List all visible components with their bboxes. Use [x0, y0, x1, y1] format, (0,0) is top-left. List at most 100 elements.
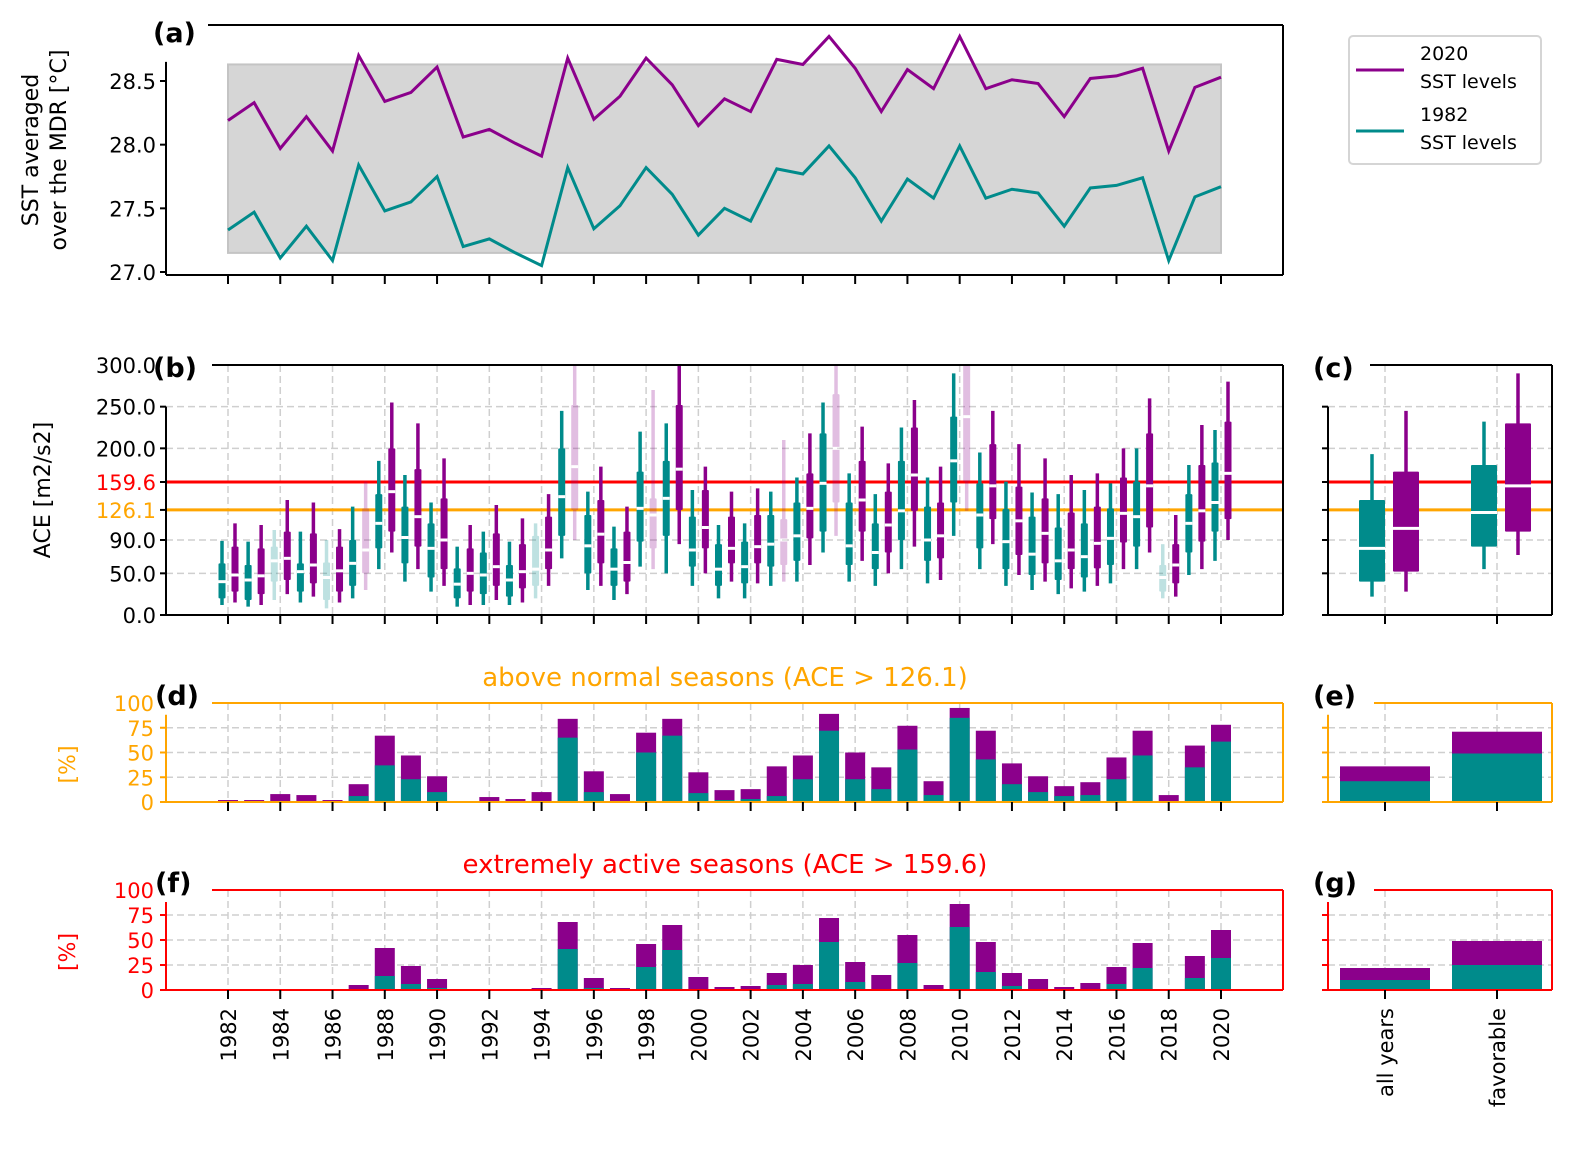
box-1982-sst — [375, 460, 383, 570]
panel-e: (e) — [1313, 681, 1553, 811]
box-iqr — [1471, 465, 1497, 547]
box-iqr — [701, 490, 709, 549]
legend: 2020 SST levels 1982 SST levels — [1348, 35, 1542, 165]
x-tick-label: 1988 — [374, 1008, 398, 1061]
y-tick-label: 159.6 — [96, 471, 156, 495]
box-iqr — [257, 548, 265, 595]
box-2020-sst — [1015, 444, 1023, 575]
bar-1982-sst — [1001, 784, 1022, 802]
box-iqr — [479, 552, 487, 595]
bar-2020-sst — [1054, 987, 1075, 990]
box-1982-sst — [610, 526, 618, 600]
box-iqr — [924, 506, 932, 561]
box-2020-sst — [884, 463, 892, 574]
box-iqr — [1198, 465, 1206, 542]
box-1982-sst — [1106, 483, 1114, 584]
box-2020-sst — [910, 400, 918, 547]
box-2020-sst — [989, 410, 997, 545]
box-2020-sst — [1146, 398, 1154, 553]
bar-1982-sst — [975, 972, 996, 990]
box-1982-sst — [270, 530, 278, 600]
bar-2020-sst — [714, 987, 735, 990]
y-tick-label: 25 — [127, 766, 154, 790]
y-tick-label: 126.1 — [96, 499, 156, 523]
bar-1982-sst — [819, 942, 840, 990]
y-tick-label: 100 — [114, 692, 154, 716]
bar-1982-sst — [400, 984, 421, 990]
bar-2020-sst — [348, 985, 369, 990]
box-iqr — [362, 508, 370, 574]
box-2020-sst — [1393, 410, 1419, 592]
box-1982-sst — [1159, 544, 1167, 599]
x-tick-label: 2006 — [844, 1008, 868, 1061]
box-2020-sst — [1172, 515, 1180, 597]
bar-1982-sst — [1452, 965, 1542, 990]
box-iqr — [871, 523, 879, 570]
box-2020-sst — [1093, 473, 1101, 586]
box-iqr — [518, 544, 526, 589]
box-iqr — [754, 515, 762, 564]
box-iqr — [897, 460, 905, 540]
box-1982-sst — [1028, 492, 1036, 590]
legend-label: 1982 — [1420, 104, 1468, 126]
box-iqr — [728, 516, 735, 564]
box-iqr — [414, 469, 422, 547]
y-tick-label: 50 — [127, 929, 154, 953]
panel-label-c: (c) — [1313, 353, 1354, 384]
bar-1982-sst — [1340, 781, 1430, 802]
bar-1982-sst — [923, 795, 944, 802]
bar-2020-sst — [296, 795, 317, 802]
box-iqr — [1119, 477, 1127, 543]
box-iqr — [1028, 516, 1036, 575]
bar-1982-sst — [1028, 792, 1049, 802]
box-iqr — [806, 473, 814, 539]
bar-2020-sst — [1028, 979, 1049, 990]
bar-1982-sst — [1132, 968, 1153, 990]
box-1982-sst — [819, 402, 827, 553]
y-tick-label: 90.0 — [109, 529, 156, 553]
bar-1982-sst — [766, 985, 787, 990]
x-tick-label: 1984 — [269, 1008, 293, 1061]
box-1982-sst — [218, 540, 226, 605]
box-iqr — [597, 500, 605, 564]
box-1982-sst — [296, 531, 304, 603]
box-1982-sst — [1133, 448, 1141, 570]
panel-a: 27.0 27.5 28.0 28.5 SST averaged over the MDR… — [19, 18, 1542, 285]
box-1982-sst — [323, 540, 331, 609]
bar-1982-sst — [1054, 796, 1075, 802]
bar-2020-sst — [923, 985, 944, 990]
bar-1982-sst — [662, 735, 683, 802]
panel-g: (g) all years favorable — [1313, 868, 1553, 1107]
box-2020-sst — [963, 365, 971, 511]
bar-1982-sst — [1106, 984, 1127, 990]
box-iqr — [492, 533, 500, 586]
x-tick-label: 1996 — [583, 1008, 607, 1061]
y-tick-label: 25 — [127, 954, 154, 978]
box-1982-sst — [767, 491, 775, 586]
x-tick-label: 2012 — [1001, 1008, 1025, 1061]
bar-1982-sst — [1184, 978, 1205, 990]
bar-2020-sst — [792, 965, 813, 990]
y-tick-label: 28.5 — [109, 70, 156, 94]
legend-label-line2: SST levels — [1420, 132, 1517, 154]
box-iqr — [1080, 523, 1088, 578]
y-tick-label: 27.0 — [109, 261, 156, 285]
panel-label-d: (d) — [155, 681, 199, 712]
y-axis-title: SST averaged — [19, 74, 44, 226]
box-2020-sst — [571, 365, 579, 540]
bar-1982-sst — [975, 759, 996, 802]
box-iqr — [427, 523, 435, 578]
box-iqr — [1505, 423, 1531, 532]
box-iqr — [1067, 512, 1075, 570]
box-iqr — [1359, 500, 1385, 582]
panel-label-g: (g) — [1313, 868, 1357, 899]
x-tick-label: all years — [1374, 1008, 1398, 1097]
box-iqr — [244, 565, 252, 600]
bar-1982-sst — [1340, 980, 1430, 990]
y-tick-label: 200.0 — [96, 437, 156, 461]
box-iqr — [858, 460, 866, 532]
x-tick-label: 1992 — [478, 1008, 502, 1061]
bar-1982-sst — [636, 752, 657, 802]
box-1982-sst — [584, 491, 592, 590]
